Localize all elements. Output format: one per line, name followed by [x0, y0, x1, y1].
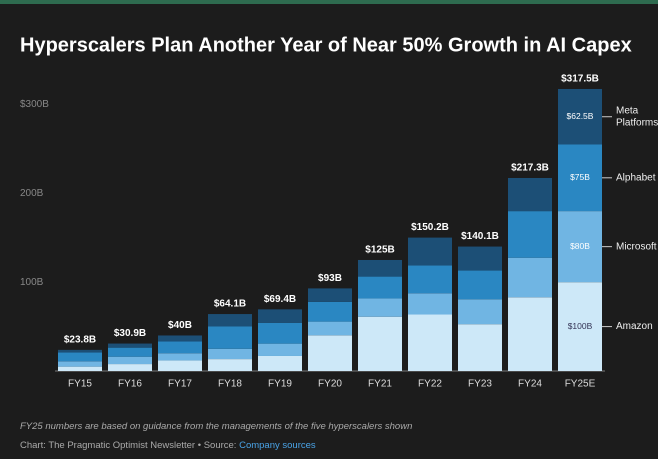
bar-segment — [458, 270, 502, 300]
x-tick-label: FY16 — [118, 379, 142, 390]
x-tick-label: FY20 — [318, 379, 342, 390]
total-label: $30.9B — [114, 328, 146, 339]
bar-segment — [558, 88, 602, 145]
total-label: $140.1B — [461, 231, 499, 242]
y-tick-label: 100B — [20, 277, 44, 288]
total-label: $23.8B — [64, 335, 96, 346]
legend-label: Amazon — [616, 321, 653, 332]
bar-segment — [558, 282, 602, 371]
x-tick-label: FY17 — [168, 379, 192, 390]
bar-segment — [158, 335, 202, 342]
bar-segment — [58, 352, 102, 362]
top-bar — [0, 0, 658, 4]
bar-segment — [558, 144, 602, 212]
total-label: $69.4B — [264, 294, 296, 305]
bar-segment — [308, 321, 352, 336]
bar-segment — [158, 360, 202, 371]
source-link[interactable]: Company sources — [239, 440, 316, 451]
legend-label: Meta Platforms — [616, 105, 658, 128]
x-tick-label: FY18 — [218, 379, 242, 390]
x-tick-label: FY21 — [368, 379, 392, 390]
x-tick-label: FY25E — [565, 379, 596, 390]
bar-segment — [258, 355, 302, 371]
bar-segment — [108, 343, 152, 348]
bar-segment — [258, 343, 302, 356]
bar-segment — [558, 211, 602, 283]
total-label: $150.2B — [411, 222, 449, 233]
segment-label: $100B — [568, 321, 593, 331]
bar-segment — [108, 364, 152, 371]
bar-segment — [308, 288, 352, 302]
bar-segment — [58, 366, 102, 371]
bar-segment — [408, 237, 452, 266]
bar-segment — [458, 246, 502, 271]
bar-segment — [108, 347, 152, 357]
x-tick-label: FY19 — [268, 379, 292, 390]
total-label: $125B — [365, 245, 394, 256]
segment-label: $62.5B — [567, 111, 594, 121]
bar-segment — [508, 257, 552, 298]
bar-segment — [508, 297, 552, 371]
x-tick-label: FY23 — [468, 379, 492, 390]
bar-segment — [158, 341, 202, 354]
bar-segment — [208, 326, 252, 349]
bar-segment — [458, 324, 502, 371]
bar-segment — [458, 299, 502, 325]
bar-segment — [508, 177, 552, 212]
bar-segment — [358, 316, 402, 371]
chart-title: Hyperscalers Plan Another Year of Near 5… — [20, 34, 632, 56]
bar-segment — [508, 211, 552, 258]
x-tick-label: FY24 — [518, 379, 542, 390]
y-tick-label: 200B — [20, 188, 44, 199]
bar-segment — [108, 356, 152, 365]
segment-label: $75B — [570, 172, 590, 182]
legend-label: Microsoft — [616, 241, 657, 252]
bar-segment — [258, 309, 302, 323]
source: Chart: The Pragmatic Optimist Newsletter… — [20, 440, 316, 451]
total-label: $64.1B — [214, 299, 246, 310]
bar-segment — [308, 301, 352, 322]
total-label: $317.5B — [561, 74, 599, 85]
source-text: Chart: The Pragmatic Optimist Newsletter… — [20, 440, 237, 451]
bar-segment — [158, 353, 202, 361]
bar-segment — [408, 314, 452, 371]
bar-segment — [58, 349, 102, 353]
bar-segment — [258, 322, 302, 344]
bar-segment — [358, 298, 402, 317]
bar-segment — [208, 359, 252, 371]
x-tick-label: FY22 — [418, 379, 442, 390]
bar-segment — [208, 348, 252, 360]
footnote: FY25 numbers are based on guidance from … — [20, 421, 413, 432]
total-label: $93B — [318, 273, 342, 284]
bar-segment — [408, 265, 452, 294]
bar-segment — [308, 335, 352, 371]
y-tick-label: $300B — [20, 99, 49, 110]
bar-segment — [358, 259, 402, 277]
total-label: $217.3B — [511, 163, 549, 174]
legend-label: Alphabet — [616, 172, 656, 183]
segment-label: $80B — [570, 241, 590, 251]
bar-segment — [408, 293, 452, 315]
total-label: $40B — [168, 320, 192, 331]
bar-segment — [358, 276, 402, 299]
x-tick-label: FY15 — [68, 379, 92, 390]
bar-segment — [58, 361, 102, 367]
bar-segment — [208, 314, 252, 327]
